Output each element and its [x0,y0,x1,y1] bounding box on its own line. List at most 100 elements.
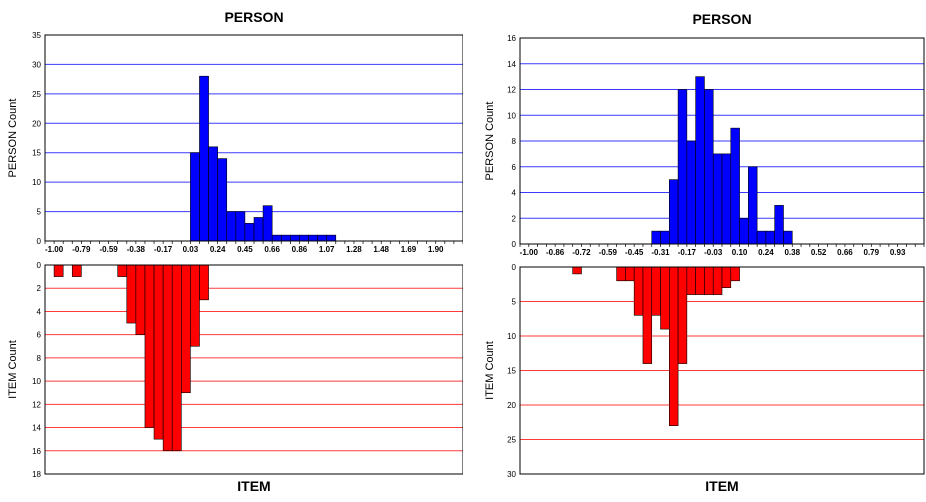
top-ytick-label: 10 [507,111,516,120]
bottom-bar [135,264,146,335]
bottom-bar [199,264,209,301]
x-tick-label: 0.86 [292,245,308,254]
top-bar [695,76,705,245]
chart-left: PERSON ITEM PERSON Count ITEM Count 0 5 10 15 20… [0,0,464,497]
x-tick-label: 0.10 [732,248,748,257]
bottom-bar [572,266,582,275]
top-bar [271,234,282,242]
x-tick-label: -1.00 [45,245,64,254]
x-tick-label: 0.24 [210,245,226,254]
x-tick-label: -0.79 [72,245,91,254]
top-bar [199,75,209,242]
top-ytick-label: 15 [32,149,41,158]
bottom-ytick-label: 10 [507,332,516,341]
bottom-title: ITEM [705,478,738,494]
bottom-ytick-label: 0 [512,263,517,272]
x-tick-label: -0.45 [625,248,644,257]
x-tick-label: 1.69 [401,245,417,254]
top-ytick-label: 16 [507,34,516,43]
top-ytick-label: 4 [512,189,517,198]
top-ytick-label: 14 [507,60,516,69]
top-bar [308,234,318,242]
top-bar [765,230,775,245]
x-tick-label: -0.38 [127,245,146,254]
top-ytick-label: 25 [32,90,41,99]
top-bar [326,234,337,242]
bottom-bar [660,266,670,330]
bottom-ytick-label: 10 [32,377,41,386]
top-ytick-label: 0 [512,240,517,249]
x-tick-label: -0.03 [704,248,723,257]
bottom-bar [633,266,644,316]
top-ytick-label: 10 [32,178,41,187]
bottom-ytick-label: 5 [512,298,517,307]
bottom-panel-frame [519,266,925,475]
bottom-bar [721,266,732,289]
bottom-bar [153,264,164,440]
top-bar [756,230,767,245]
bottom-bar [730,266,740,282]
x-tick-label: 0.66 [837,248,853,257]
top-ytick-label: 5 [37,208,42,217]
x-tick-label: 1.48 [373,245,389,254]
bottom-panel-frame [44,264,464,475]
top-bar [712,153,723,245]
top-bar [783,230,793,245]
x-tick-label: 0.79 [864,248,880,257]
bottom-ylabel: ITEM Count [484,341,496,400]
bottom-bar [686,266,696,295]
top-ytick-label: 0 [37,237,42,246]
top-ytick-label: 2 [512,214,517,223]
top-bar [208,146,218,242]
x-tick-label: 1.90 [428,245,444,254]
bottom-bar [144,264,155,428]
top-bar [677,89,688,245]
top-title: PERSON [224,9,283,25]
bottom-bar [677,266,688,364]
bottom-bar [669,266,679,426]
bottom-bar [126,264,137,324]
x-tick-label: 0.45 [237,245,253,254]
top-bar [262,205,273,242]
top-ylabel: PERSON Count [484,102,496,181]
bottom-ytick-label: 18 [32,470,41,479]
top-bar [290,234,300,242]
bottom-ytick-label: 6 [37,331,42,340]
top-bar [226,211,237,242]
top-bar [669,179,679,245]
bottom-ytick-label: 30 [507,470,516,479]
x-tick-label: 1.28 [346,245,362,254]
top-bar [217,158,228,242]
x-tick-label: 0.03 [183,245,199,254]
x-tick-label: 1.07 [319,245,335,254]
bottom-ytick-label: 2 [37,284,42,293]
bottom-ytick-label: 20 [507,401,516,410]
top-bar [235,211,246,242]
bottom-ytick-label: 16 [32,447,41,456]
bottom-ylabel: ITEM Count [7,340,19,399]
top-ytick-label: 6 [512,163,517,172]
x-tick-label: -0.17 [154,245,173,254]
top-ytick-label: 30 [32,60,41,69]
bottom-bar [171,264,182,452]
bottom-bar [616,266,626,282]
bottom-bar [651,266,661,316]
top-bar [280,234,291,242]
top-ylabel: PERSON Count [7,99,19,178]
x-tick-label: -1.00 [520,248,539,257]
x-tick-label: -0.59 [99,245,118,254]
bottom-bar [181,264,191,394]
x-tick-label: 0.24 [758,248,774,257]
bottom-bar [704,266,714,295]
top-bar [721,153,732,245]
bottom-ytick-label: 8 [37,354,42,363]
top-bar [317,234,327,242]
bottom-ytick-label: 4 [37,307,42,316]
top-ytick-label: 20 [32,119,41,128]
top-bar [244,223,255,242]
chart-right: PERSON ITEM PERSON Count ITEM Count 0 2 4 6 8 10 1… [463,0,926,497]
bottom-ytick-label: 15 [507,367,516,376]
bottom-ytick-label: 0 [37,261,42,270]
bottom-bar [695,266,705,295]
